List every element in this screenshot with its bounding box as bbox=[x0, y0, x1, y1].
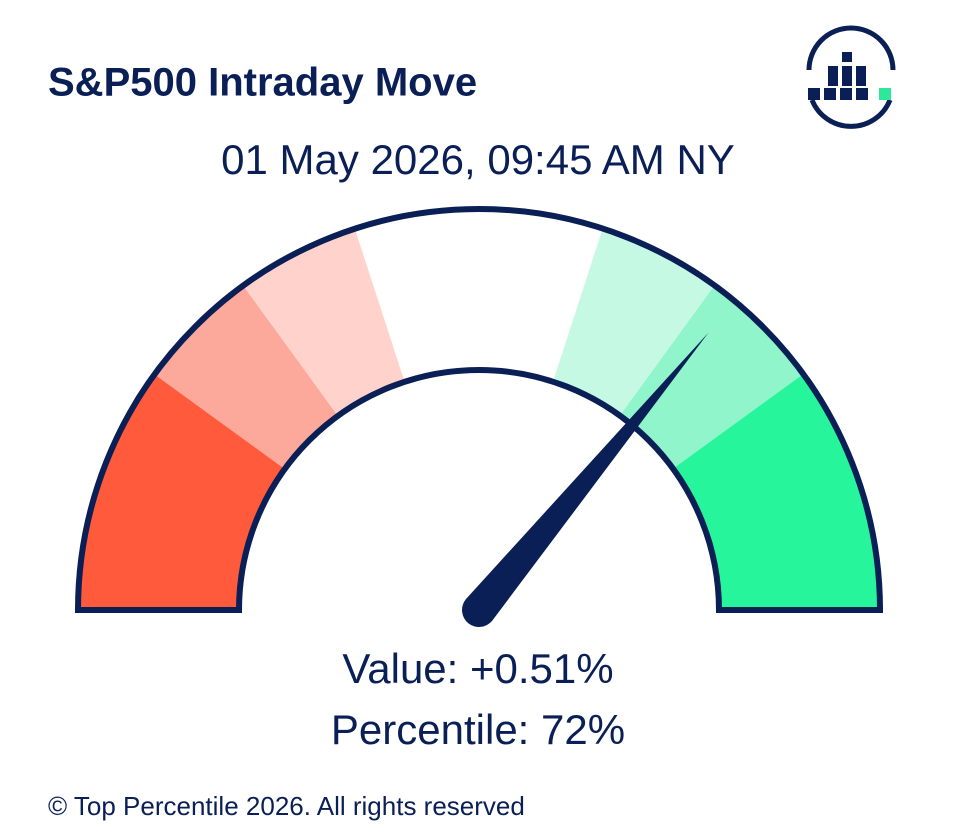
logo-square bbox=[856, 88, 868, 100]
logo-square bbox=[842, 66, 852, 76]
value-text: Value: +0.51% bbox=[342, 645, 613, 692]
logo-square bbox=[808, 88, 820, 100]
logo-square bbox=[840, 88, 852, 100]
logo-square bbox=[879, 88, 891, 100]
logo-square bbox=[842, 52, 852, 62]
logo-arc-top bbox=[806, 25, 896, 71]
gauge-outline-inner bbox=[236, 367, 722, 611]
logo-square bbox=[842, 76, 852, 86]
logo-square bbox=[856, 66, 866, 76]
logo-square bbox=[824, 88, 836, 100]
chart-subtitle: 01 May 2026, 09:45 AM NY bbox=[221, 136, 735, 183]
gauge-outline-outer bbox=[75, 206, 883, 611]
logo-square bbox=[828, 76, 838, 86]
logo bbox=[806, 25, 896, 129]
footer: © Top Percentile 2026. All rights reserv… bbox=[48, 791, 525, 821]
gauge bbox=[75, 206, 883, 627]
needle bbox=[462, 332, 709, 627]
chart-title: S&P500 Intraday Move bbox=[48, 61, 477, 105]
logo-arc-bottom bbox=[809, 99, 893, 129]
logo-square bbox=[856, 76, 866, 86]
logo-square bbox=[828, 66, 838, 76]
percentile-text: Percentile: 72% bbox=[331, 706, 625, 753]
